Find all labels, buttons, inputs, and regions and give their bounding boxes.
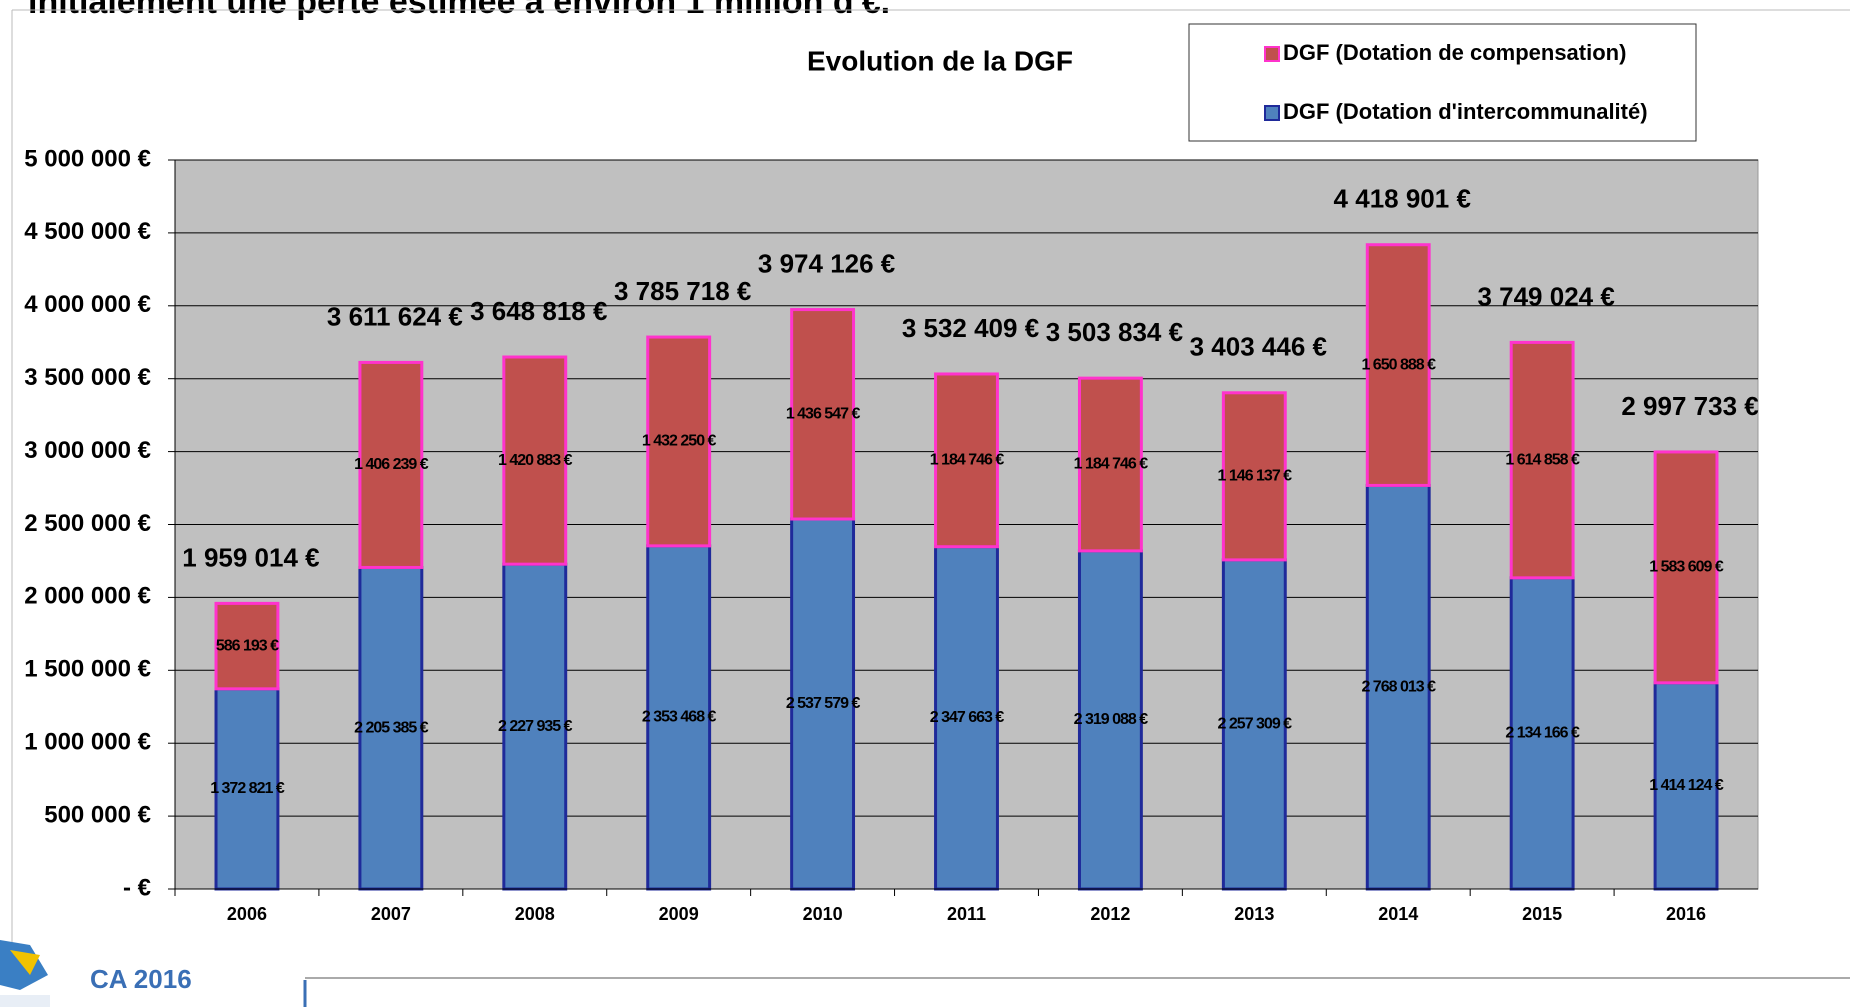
bar-segment xyxy=(1221,391,1287,562)
value-label: 1 184 746 € xyxy=(930,452,1005,469)
bar-segment xyxy=(502,562,568,891)
logo xyxy=(0,940,307,1007)
value-label: 1 650 888 € xyxy=(1361,356,1436,373)
legend-label: DGF (Dotation d'intercommunalité) xyxy=(1283,99,1648,124)
bar-segment xyxy=(358,360,424,569)
total-label: 3 749 024 € xyxy=(1477,281,1614,311)
value-label: 2 227 935 € xyxy=(498,718,573,735)
bar-segment xyxy=(214,601,280,691)
total-label: 3 611 624 € xyxy=(327,301,463,331)
bar-segment xyxy=(646,544,712,891)
value-label: 2 205 385 € xyxy=(354,719,429,736)
value-label: 1 436 547 € xyxy=(786,406,861,423)
x-tick-label: 2010 xyxy=(803,904,843,924)
total-label: 3 503 834 € xyxy=(1046,317,1183,347)
y-tick-label: 4 500 000 € xyxy=(24,218,151,245)
value-label: 1 146 137 € xyxy=(1218,468,1293,485)
value-label: 1 414 124 € xyxy=(1649,777,1724,794)
y-tick-label: 500 000 € xyxy=(44,801,151,828)
x-tick-label: 2009 xyxy=(659,904,699,924)
x-tick-label: 2012 xyxy=(1090,904,1130,924)
x-tick-label: 2014 xyxy=(1378,904,1418,924)
total-label: 2 997 733 € xyxy=(1621,391,1758,421)
y-tick-label: 2 000 000 € xyxy=(24,583,151,610)
value-label: 2 537 579 € xyxy=(786,695,861,712)
footer-text: CA 2016 xyxy=(90,964,192,994)
y-tick-label: 1 000 000 € xyxy=(24,729,151,756)
bar-segment xyxy=(1365,243,1431,487)
x-tick-label: 2015 xyxy=(1522,904,1562,924)
x-tick-label: 2006 xyxy=(227,904,267,924)
value-label: 2 347 663 € xyxy=(930,709,1005,726)
bar-segment xyxy=(790,308,856,521)
bar-segment xyxy=(1509,340,1575,580)
value-label: 2 134 166 € xyxy=(1505,725,1580,742)
value-label: 1 406 239 € xyxy=(354,456,429,473)
y-tick-label: - € xyxy=(123,874,151,901)
value-label: 1 583 609 € xyxy=(1649,559,1724,576)
total-label: 1 959 014 € xyxy=(182,542,319,572)
y-tick-label: 2 500 000 € xyxy=(24,510,151,537)
x-tick-label: 2008 xyxy=(515,904,555,924)
bar-segment xyxy=(1653,450,1719,685)
bar-segment xyxy=(790,517,856,891)
legend-swatch xyxy=(1264,46,1280,62)
bar-segment xyxy=(502,355,568,566)
value-label: 586 193 € xyxy=(216,637,279,654)
x-tick-label: 2016 xyxy=(1666,904,1706,924)
legend-box xyxy=(1188,23,1697,142)
total-label: 3 403 446 € xyxy=(1190,332,1327,362)
y-tick-label: 1 500 000 € xyxy=(24,656,151,683)
bar-segment xyxy=(1077,376,1143,553)
bar-segment xyxy=(646,335,712,548)
total-label: 3 648 818 € xyxy=(470,296,607,326)
total-label: 3 974 126 € xyxy=(758,248,895,278)
value-label: 2 257 309 € xyxy=(1218,716,1293,733)
value-label: 1 420 883 € xyxy=(498,452,573,469)
x-tick-label: 2011 xyxy=(947,904,986,924)
y-tick-label: 5 000 000 € xyxy=(24,145,151,172)
total-label: 4 418 901 € xyxy=(1334,184,1471,214)
bar-segment xyxy=(1221,558,1287,891)
value-label: 2 353 468 € xyxy=(642,709,717,726)
value-label: 1 432 250 € xyxy=(642,433,717,450)
y-tick-label: 3 000 000 € xyxy=(24,437,151,464)
y-tick-label: 3 500 000 € xyxy=(24,364,151,391)
value-label: 1 372 821 € xyxy=(210,780,285,797)
bar-segment xyxy=(934,372,999,549)
legend-label: DGF (Dotation de compensation) xyxy=(1283,40,1626,65)
legend-swatch xyxy=(1264,105,1280,121)
y-tick-label: 4 000 000 € xyxy=(24,291,151,318)
value-label: 1 184 746 € xyxy=(1074,456,1149,473)
x-tick-label: 2007 xyxy=(371,904,411,924)
value-label: 2 319 088 € xyxy=(1074,711,1149,728)
chart-title: Evolution de la DGF xyxy=(807,45,1073,76)
bar-segment xyxy=(1365,483,1431,891)
value-label: 2 768 013 € xyxy=(1361,678,1436,695)
total-label: 3 532 409 € xyxy=(902,313,1039,343)
value-label: 1 614 858 € xyxy=(1505,451,1580,468)
x-tick-label: 2013 xyxy=(1234,904,1274,924)
total-label: 3 785 718 € xyxy=(614,276,751,306)
